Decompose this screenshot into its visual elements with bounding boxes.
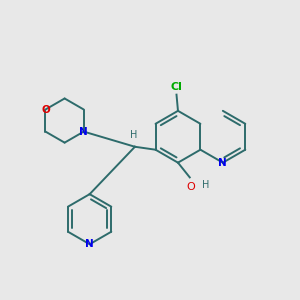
Text: H: H <box>202 180 210 190</box>
Text: N: N <box>80 127 88 136</box>
Text: Cl: Cl <box>171 82 182 92</box>
Text: H: H <box>130 130 137 140</box>
Text: N: N <box>85 239 94 249</box>
Text: O: O <box>187 182 196 192</box>
Text: N: N <box>218 158 227 168</box>
Text: O: O <box>41 104 50 115</box>
